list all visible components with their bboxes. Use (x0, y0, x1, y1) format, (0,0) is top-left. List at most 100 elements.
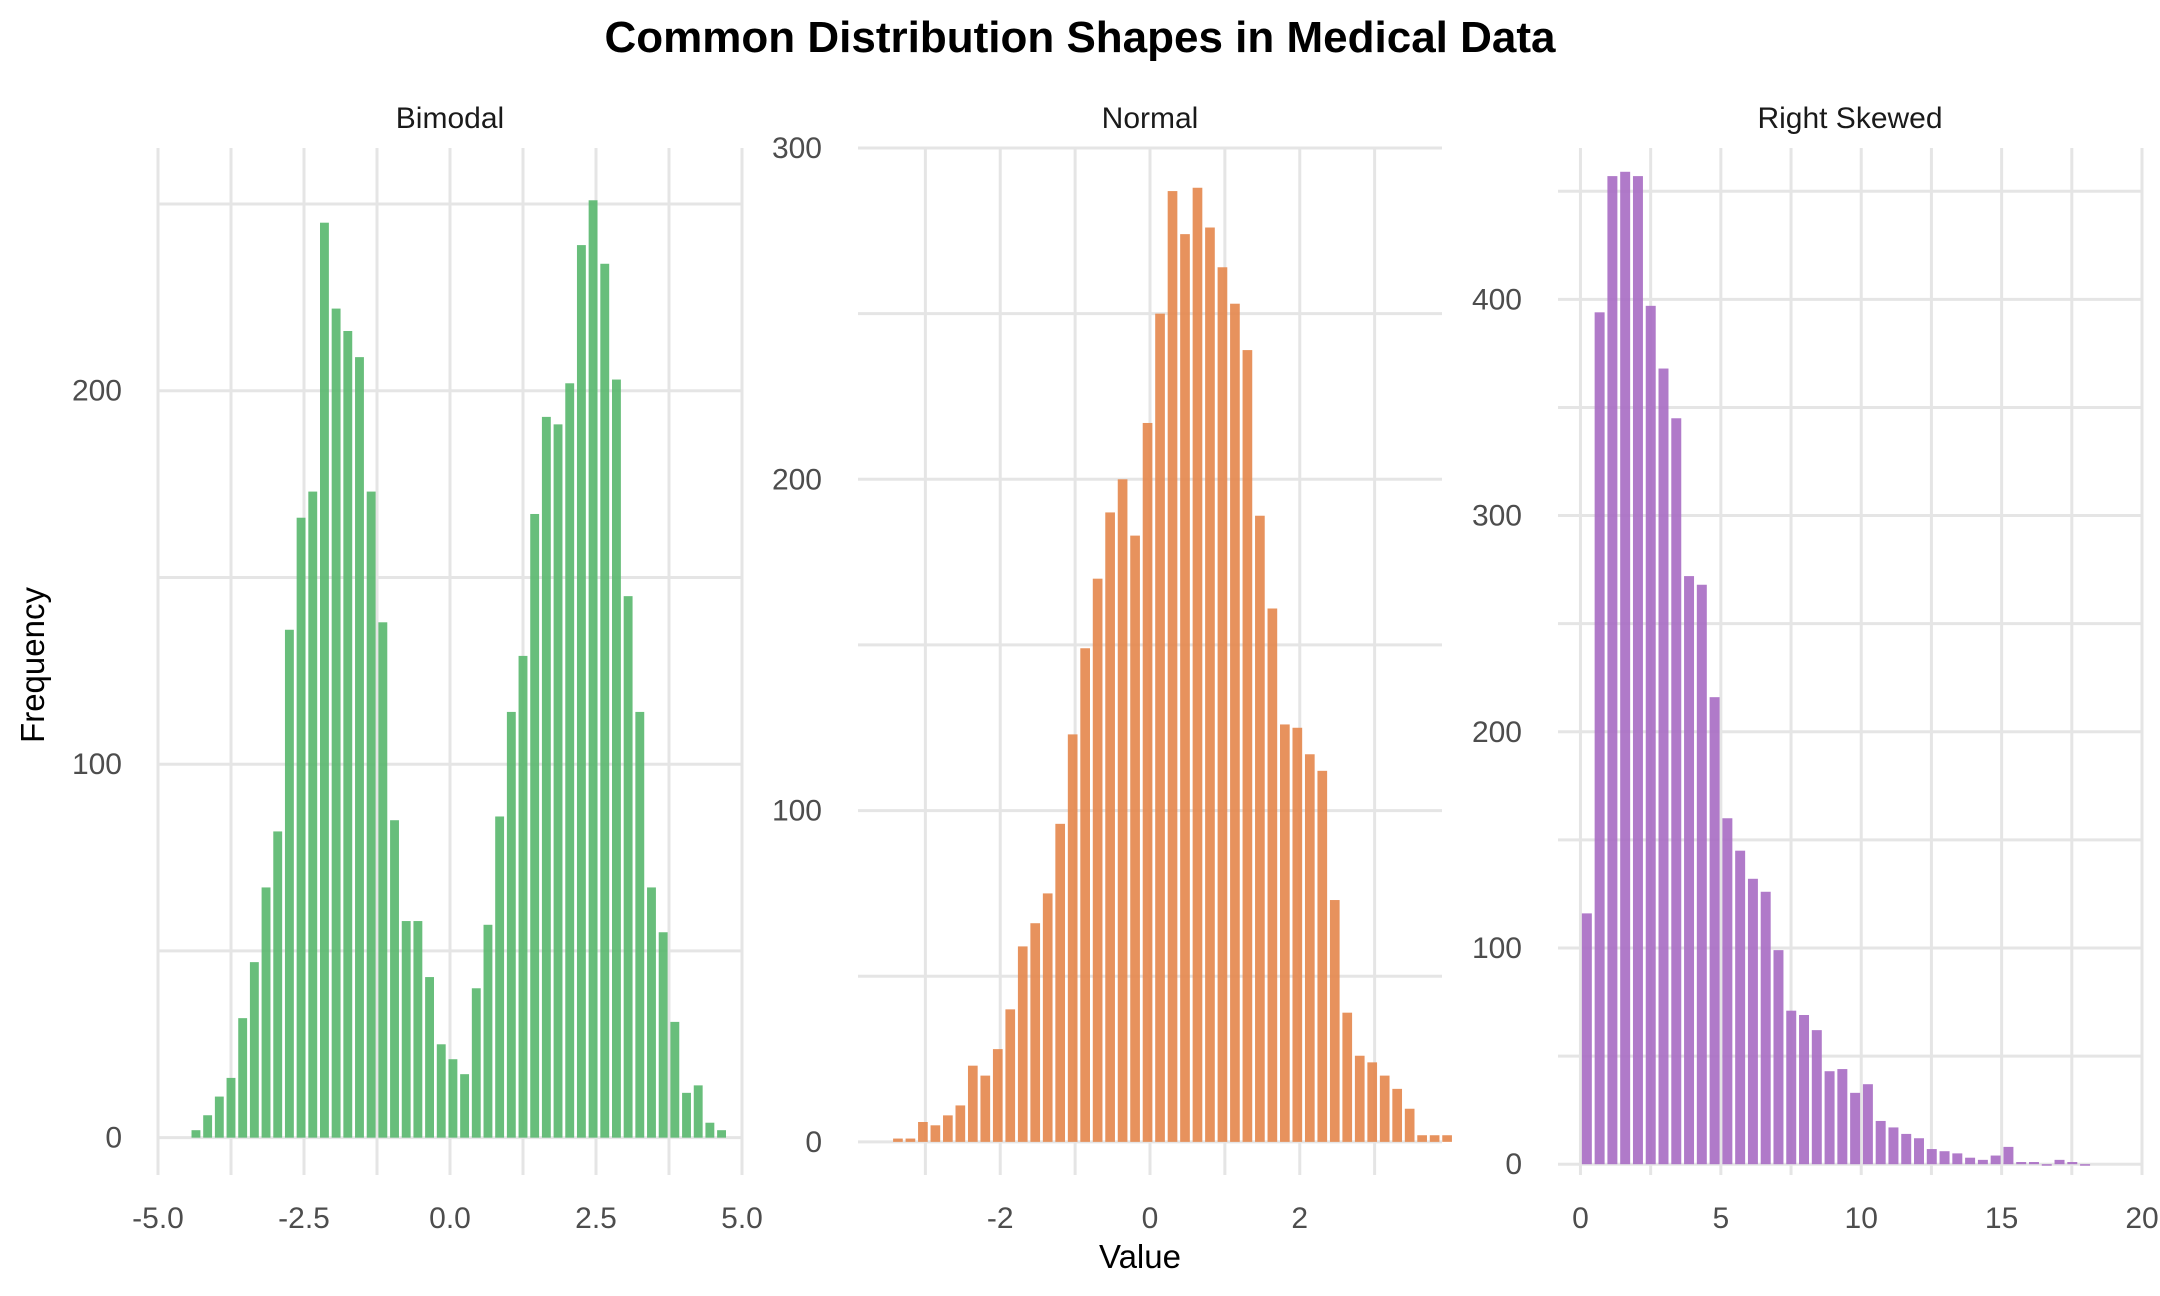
histogram-bar (1130, 535, 1140, 1142)
histogram-bar (1850, 1092, 1861, 1165)
histogram-bar (191, 1130, 201, 1138)
histogram-bar (682, 1092, 691, 1138)
histogram-bar (530, 513, 540, 1138)
x-tick-label: -5.0 (132, 1202, 184, 1235)
histogram-bar (2054, 1159, 2065, 1165)
histogram-bar (1267, 608, 1278, 1142)
histogram-bar (1594, 312, 1605, 1165)
histogram-bar (1080, 648, 1090, 1142)
histogram-bar (273, 831, 283, 1138)
histogram-bar (1042, 893, 1053, 1142)
histogram-bar (1205, 227, 1215, 1142)
histogram-bar (541, 416, 551, 1138)
histogram-bar (705, 1122, 715, 1138)
histogram-bar (1773, 950, 1784, 1165)
histogram-bar (1696, 584, 1707, 1165)
panel-title: Bimodal (396, 102, 504, 135)
histogram-bar (366, 491, 376, 1138)
histogram-bar (600, 263, 610, 1138)
histogram-bar (647, 887, 656, 1138)
histogram-bar (1055, 823, 1066, 1142)
histogram-bar (1799, 1015, 1810, 1165)
histogram-bar (203, 1115, 213, 1138)
y-tick-label: 100 (72, 748, 122, 781)
x-tick-label: 2.5 (575, 1202, 617, 1235)
panel-title: Normal (1102, 102, 1199, 135)
histogram-bar (1977, 1159, 1988, 1165)
histogram-bar (1342, 1012, 1353, 1142)
x-tick-label: 10 (1845, 1202, 1878, 1235)
histogram-bar (1017, 946, 1028, 1142)
histogram-bar (1620, 171, 1631, 1165)
histogram-bar (1255, 515, 1265, 1142)
histogram-bar (930, 1125, 941, 1142)
panel-normal: Normal -2 0 2 0 100 200 300 (772, 102, 1452, 1235)
histogram-bar (905, 1138, 916, 1142)
histogram-bar (1811, 1030, 1822, 1165)
y-tick-label: 100 (1472, 932, 1522, 965)
histogram-bar (355, 357, 364, 1138)
histogram-bar (992, 1049, 1003, 1142)
histogram-bar (1230, 303, 1240, 1142)
histogram-bar (483, 924, 493, 1138)
y-tick-label: 300 (772, 132, 822, 165)
histogram-bar (1658, 368, 1669, 1165)
histogram-bar (1092, 578, 1103, 1142)
y-tick-label: 100 (772, 795, 822, 828)
histogram-bar (623, 596, 633, 1138)
histogram-bar (1030, 923, 1041, 1142)
histogram-bar (425, 977, 434, 1138)
histogram-bar (693, 1085, 703, 1138)
y-tick-label: 200 (1472, 716, 1522, 749)
histogram-bar (1117, 479, 1128, 1142)
histogram-bar (955, 1105, 966, 1142)
histogram-bar (717, 1130, 726, 1138)
histogram-bar (1379, 1075, 1390, 1142)
histogram-bar (1837, 1069, 1848, 1165)
histogram-bar (518, 655, 528, 1138)
y-tick-label: 0 (1505, 1148, 1522, 1181)
histogram-bar (1142, 422, 1153, 1142)
histogram-bar (1329, 900, 1340, 1142)
histogram-bar (1367, 1062, 1378, 1142)
histogram-bar (565, 383, 575, 1138)
histogram-bar (1684, 576, 1695, 1165)
histogram-bar (1105, 512, 1115, 1142)
y-tick-label: 300 (1472, 500, 1522, 533)
histogram-bar (1192, 187, 1203, 1142)
histogram-bar (967, 1065, 978, 1142)
histogram-bar (1747, 878, 1758, 1165)
histogram-bar (1875, 1120, 1886, 1165)
histogram-bar (1180, 234, 1190, 1142)
histogram-bar (1581, 913, 1592, 1165)
histogram-bar (2016, 1162, 2027, 1165)
histogram-bar (1952, 1153, 1963, 1165)
x-tick-label: 5.0 (721, 1202, 763, 1235)
histogram-bar (1965, 1157, 1976, 1165)
histogram-bar (1760, 891, 1771, 1165)
y-axis-label: Frequency (14, 587, 51, 743)
histogram-bar (1304, 754, 1315, 1142)
histogram-bar (588, 200, 598, 1138)
histogram-bar (1292, 727, 1303, 1142)
histogram-bar (1442, 1135, 1452, 1142)
y-tick-label: 400 (1472, 283, 1522, 316)
x-axis-label: Value (1099, 1238, 1181, 1275)
histogram-bar (2067, 1162, 2078, 1165)
histogram-bar (320, 222, 329, 1138)
histogram-bar (1429, 1135, 1440, 1142)
histogram-bar (506, 711, 516, 1138)
histogram-bar (1709, 697, 1720, 1165)
histogram-bar (893, 1138, 903, 1142)
histogram-bar (1990, 1155, 2001, 1165)
histogram-bar (1786, 1010, 1797, 1165)
histogram-bar (1862, 1084, 1873, 1165)
histogram-bar (343, 330, 353, 1138)
histogram-bar (1005, 1009, 1016, 1142)
histogram-bar (1939, 1151, 1950, 1165)
histogram-bar (1735, 850, 1746, 1165)
histogram-bar (2003, 1146, 2014, 1165)
